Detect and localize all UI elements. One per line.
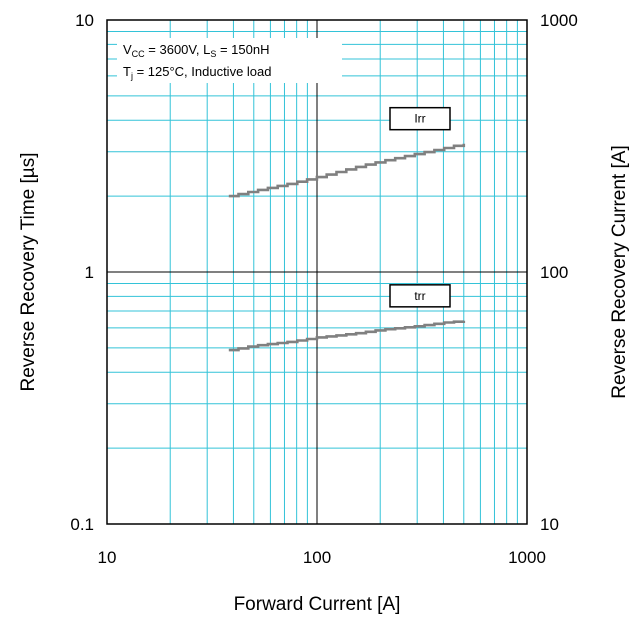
x-axis-title: Forward Current [A] [234,594,401,615]
plot-frame [106,19,528,525]
series-line-trr [228,320,466,352]
series: Irr trr [228,106,466,352]
y2-tick-label: 100 [540,263,568,282]
y-tick-label: 1 [85,263,94,282]
condition-line-2: Tj = 125°C, Inductive load [123,64,272,81]
series-label-box-irr [389,106,451,131]
series-line-irr [228,143,466,198]
x-tick-label: 1000 [508,548,546,567]
series-label-trr: trr [414,289,425,303]
tick-labels: 10 100 1000 0.1 1 10 10 100 1000 [70,11,577,567]
series-label-box-trr [389,284,451,308]
y-tick-label: 10 [75,11,94,30]
y2-axis-title: Reverse Recovery Current [A] [609,145,630,398]
y2-tick-label: 1000 [540,11,578,30]
y-axis-title: Reverse Recovery Time [µs] [18,152,39,391]
y-tick-label: 0.1 [70,515,94,534]
conditions-annotation: VCC = 3600V, LS = 150nH Tj = 125°C, Indu… [117,38,342,83]
condition-line-1: VCC = 3600V, LS = 150nH [123,42,269,59]
x-tick-label: 10 [98,548,117,567]
x-tick-label: 100 [303,548,331,567]
y2-tick-label: 10 [540,515,559,534]
series-label-irr: Irr [414,112,425,126]
major-gridlines [107,20,527,524]
